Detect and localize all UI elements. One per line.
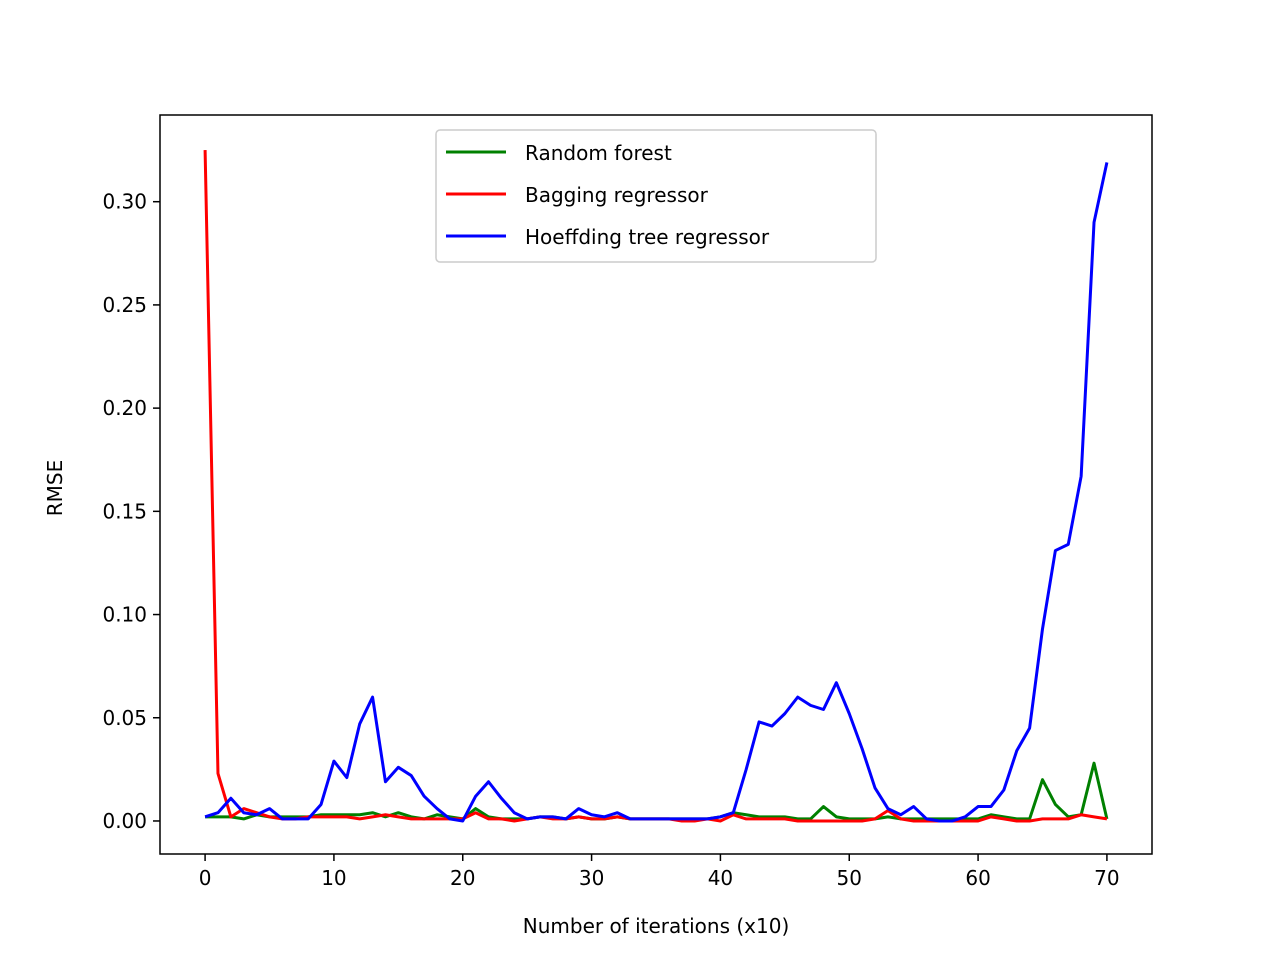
y-tick-label: 0.30	[102, 190, 147, 214]
y-axis-title: RMSE	[43, 460, 67, 516]
x-tick-label: 20	[450, 866, 475, 890]
legend: Random forest Bagging regressor Hoeffdin…	[435, 129, 877, 263]
x-tick-label: 70	[1094, 866, 1119, 890]
y-tick-label: 0.15	[102, 499, 147, 523]
x-tick-label: 50	[837, 866, 862, 890]
y-tick-label: 0.10	[102, 603, 147, 627]
x-tick-label: 30	[579, 866, 604, 890]
plot-frame	[159, 114, 1153, 855]
y-tick-label: 0.25	[102, 293, 147, 317]
x-tick-label: 0	[199, 866, 212, 890]
legend-label-hoeffding-tree-regressor: Hoeffding tree regressor	[525, 225, 770, 249]
y-tick-label: 0.05	[102, 706, 147, 730]
x-axis-ticks: 0 10 20 30 40 50 60 70	[199, 854, 1120, 890]
series-line-hoeffding-tree-regressor	[204, 162, 1109, 823]
y-axis-ticks: 0.00 0.05 0.10 0.15 0.20 0.25 0.30	[102, 190, 160, 833]
series-lines	[203, 150, 1109, 823]
x-axis-title: Number of iterations (x10)	[523, 914, 790, 938]
y-tick-label: 0.20	[102, 396, 147, 420]
x-tick-label: 60	[965, 866, 990, 890]
legend-label-bagging-regressor: Bagging regressor	[525, 183, 709, 207]
x-tick-label: 10	[321, 866, 346, 890]
y-tick-label: 0.00	[102, 809, 147, 833]
legend-label-random-forest: Random forest	[525, 141, 672, 165]
x-tick-label: 40	[708, 866, 733, 890]
legend-box	[435, 129, 877, 263]
